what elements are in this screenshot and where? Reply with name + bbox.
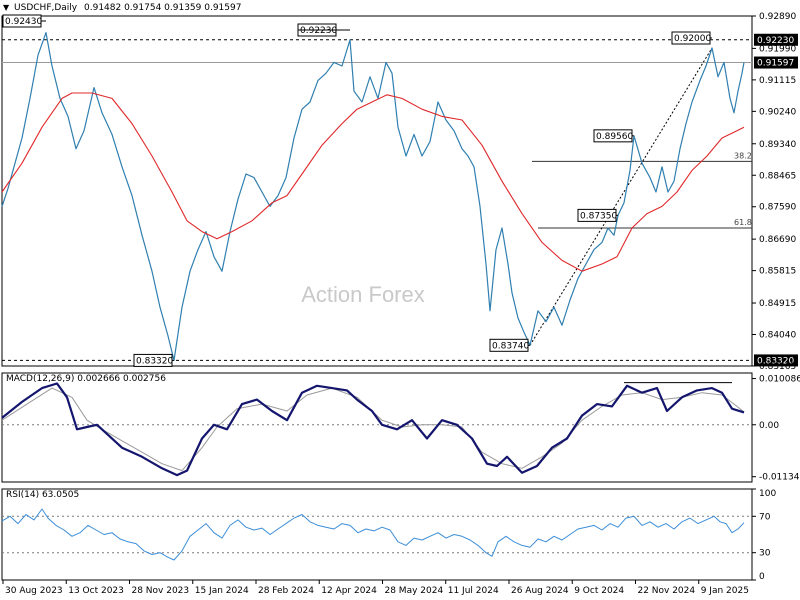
swing-label-text: 0.89560: [596, 132, 633, 142]
date-axis-label: 15 Jan 2024: [195, 586, 249, 596]
price-axis-label: 0.83165: [759, 362, 796, 372]
macd-signal-line: [1, 387, 745, 472]
price-axis-label: 0.86690: [759, 235, 796, 245]
moving-average-line: [1, 92, 745, 272]
rsi-panel-marks: [1, 508, 745, 561]
macd-panel-marks: [1, 382, 745, 477]
price-panel-frame: [1, 15, 753, 367]
price-panel-marks: 38.2 61.8 0.92430 0.92230 0.83320 0.83740 0.89…: [1, 14, 798, 367]
current-price-label-bg: [754, 56, 798, 69]
price-axis-label: 0.91115: [759, 76, 796, 86]
date-axis-label: 12 Apr 2024: [321, 586, 377, 596]
rsi-label: RSI(14) 63.0505: [6, 490, 80, 500]
price-axis-label: 0.92890: [759, 12, 796, 22]
date-axis-label: 26 Aug 2024: [511, 586, 569, 596]
level-lower-label: 0.83320: [757, 356, 794, 366]
watermark: Action Forex: [301, 282, 425, 307]
macd-main-line: [1, 382, 745, 477]
price-axis-label: 0.84915: [759, 299, 796, 309]
date-axis-label: 28 Nov 2023: [131, 586, 189, 596]
chart-header: ▼ USDCHF,Daily 0.91482 0.91754 0.91359 0…: [3, 3, 241, 13]
swing-label-text: 0.87350: [580, 211, 617, 221]
price-axis-label: 0.85815: [759, 267, 796, 277]
rsi-axis-label: 100: [759, 489, 776, 499]
swing-label: 0.83320: [133, 353, 174, 367]
price-axis-label: 0.89340: [759, 140, 796, 150]
rsi-axis-label: 30: [759, 549, 771, 559]
date-axis-label: 13 Oct 2023: [68, 586, 124, 596]
price-axis-label: 0.91990: [759, 44, 796, 54]
rsi-panel-frame: [1, 488, 753, 581]
panel-frames: [1, 15, 753, 581]
date-axis-label: 11 Jul 2024: [448, 586, 499, 596]
level-upper-label-bg: [754, 33, 798, 46]
swing-label: 0.92230: [297, 23, 350, 37]
swing-label-text: 0.92430: [5, 17, 42, 27]
grid-lines: [2, 424, 752, 554]
macd-panel-frame: [1, 372, 753, 483]
date-axis-label: 9 Oct 2024: [574, 586, 624, 596]
swing-label: 0.92430: [2, 14, 46, 28]
current-price-label: 0.91597: [757, 59, 794, 69]
date-axis-label: 30 Aug 2023: [5, 586, 63, 596]
macd-axis-label: 0.010086: [759, 375, 800, 385]
price-axis-label: 0.90240: [759, 107, 796, 117]
rsi-line: [1, 508, 745, 561]
level-lower-label-bg: [754, 354, 798, 367]
price-axis-label: 0.87590: [759, 203, 796, 213]
swing-label-text: 0.83320: [136, 356, 173, 366]
fib-label: 38.2: [734, 151, 752, 160]
symbol-label: USDCHF,Daily: [14, 3, 78, 13]
swing-label-text: 0.92230: [300, 26, 337, 36]
swing-label: 0.92000: [671, 31, 712, 45]
swing-label: 0.83740: [489, 338, 530, 352]
price-series-line: [1, 32, 745, 361]
swing-label: 0.87350: [577, 208, 618, 222]
price-axis-label: 0.88465: [759, 171, 796, 181]
fib-label: 61.8: [734, 218, 752, 227]
level-upper-label: 0.92230: [757, 36, 794, 46]
price-axis-label: 0.84040: [759, 331, 796, 341]
date-axis-label: 28 May 2024: [384, 586, 443, 596]
axis-labels: 0.92890 0.91990 0.91115 0.90240 0.89340 0.884…: [2, 12, 800, 596]
macd-axis-label: -0.011342: [759, 473, 800, 483]
dropdown-triangle-icon[interactable]: ▼: [3, 3, 10, 12]
swing-label: 0.89560: [593, 129, 634, 143]
date-axis-label: 9 Jan 2025: [701, 586, 749, 596]
ohlc-values: 0.91482 0.91754 0.91359 0.91597: [84, 3, 242, 13]
macd-axis-label: 0.00: [759, 421, 779, 431]
swing-label-text: 0.83740: [492, 341, 529, 351]
date-axis-label: 28 Feb 2024: [258, 586, 314, 596]
macd-label: MACD(12,26,9) 0.002666 0.002756: [6, 374, 166, 384]
trendline: [529, 47, 713, 346]
date-axis-label: 22 Nov 2024: [637, 586, 695, 596]
swing-label-text: 0.92000: [674, 34, 711, 44]
rsi-axis-label: 70: [759, 512, 771, 522]
rsi-axis-label: 0: [759, 572, 765, 582]
